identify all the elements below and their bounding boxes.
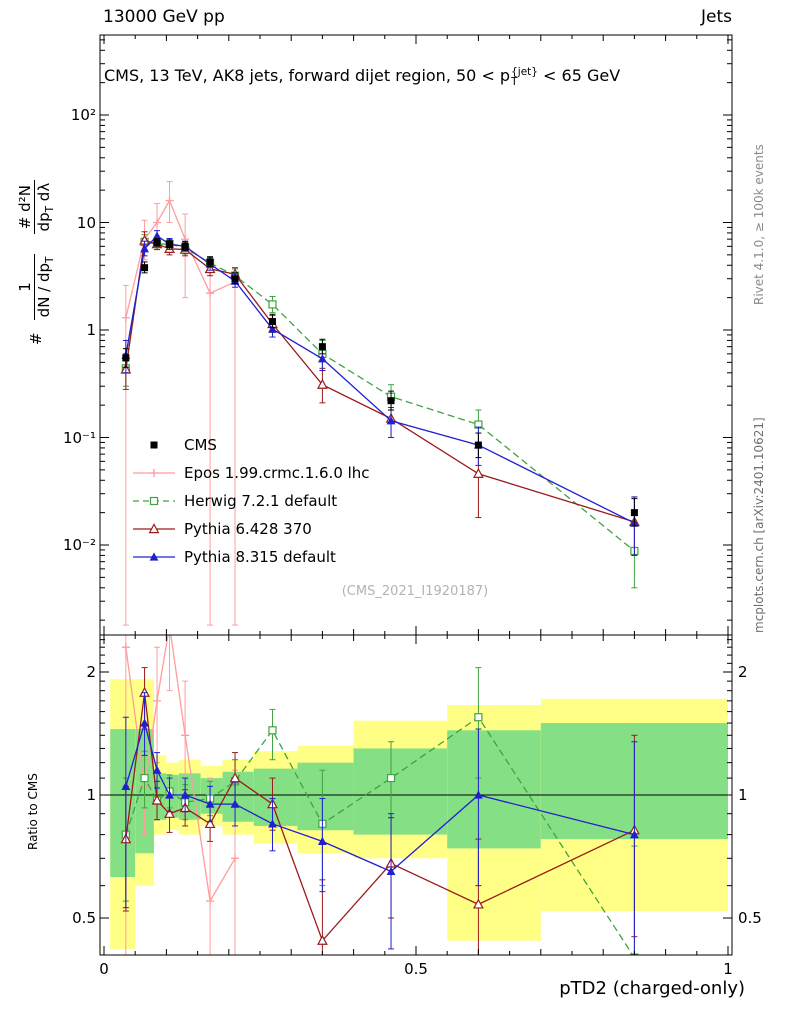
- ytick-main: 10: [76, 213, 96, 232]
- legend-item-cms: CMS: [133, 431, 370, 459]
- main-series: [120, 181, 640, 626]
- ytick-main: 1: [86, 321, 96, 339]
- legend-marker-icon: [133, 496, 175, 506]
- legend-item-pythia: Pythia 6.428 370: [133, 515, 370, 543]
- ratio-series: [100, 635, 732, 955]
- legend-label: Epos 1.99.crmc.1.6.0 lhc: [184, 464, 370, 482]
- analysis-id-watermark: (CMS_2021_I1920187): [341, 584, 489, 599]
- ylabel-frac1: 1 dN / dpT: [16, 253, 57, 321]
- plot-title-sup: {jet}: [511, 65, 538, 78]
- xaxis-title: pTD2 (charged-only): [559, 978, 745, 999]
- ytick-main: 10²: [70, 106, 96, 124]
- yaxis-label-main: # 1 dN / dpT # d²N dpT dλ: [16, 35, 57, 345]
- plot-title: CMS, 13 TeV, AK8 jets, forward dijet reg…: [104, 66, 620, 88]
- legend-marker-icon: [133, 523, 175, 534]
- rivet-version-note: Rivet 4.1.0, ≥ 100k events: [752, 144, 766, 305]
- xtick: 0: [99, 960, 109, 978]
- legend-label: CMS: [184, 436, 217, 454]
- legend-label: Pythia 8.315 default: [184, 548, 336, 566]
- plot-title-prefix: CMS, 13 TeV, AK8 jets, forward dijet reg…: [104, 66, 511, 85]
- xtick: 0.5: [404, 960, 428, 978]
- ytick-ratio-left: 0.5: [72, 909, 96, 927]
- mcplots-arxiv-note: mcplots.cern.ch [arXiv:2401.10621]: [752, 417, 766, 633]
- legend-item-herwig: Herwig 7.2.1 default: [133, 487, 370, 515]
- ytick-main: 10⁻²: [62, 536, 96, 554]
- legend-label: Pythia 6.428 370: [184, 520, 312, 538]
- analysis-group-label: Jets: [701, 7, 732, 27]
- legend: CMS Epos 1.99.crmc.1.6.0 lhc Herwig 7.2.1 …: [133, 431, 370, 571]
- plot-title-suffix: < 65 GeV: [537, 66, 621, 85]
- legend-item-pythia: Pythia 8.315 default: [133, 543, 370, 571]
- yaxis-label-ratio: Ratio to CMS: [26, 773, 40, 850]
- legend-label: Herwig 7.2.1 default: [184, 492, 338, 510]
- plot-title-psubsup: {jet} T: [511, 65, 538, 88]
- beam-energy-label: 13000 GeV pp: [103, 7, 225, 27]
- legend-marker-icon: [133, 552, 175, 561]
- ytick-ratio-left: 2: [86, 662, 96, 681]
- ytick-ratio-right: 2: [738, 662, 748, 681]
- ytick-main: 10⁻¹: [62, 428, 96, 447]
- legend-marker-icon: [150, 441, 158, 449]
- plot-title-sub: T: [511, 76, 518, 88]
- xtick: 1: [723, 960, 733, 978]
- ratio-uncertainty-bands: [110, 679, 728, 949]
- ytick-ratio-right: 0.5: [738, 909, 762, 927]
- ytick-ratio-right: 1: [738, 786, 748, 804]
- ytick-ratio-left: 1: [86, 786, 96, 804]
- legend-item-epos: Epos 1.99.crmc.1.6.0 lhc: [133, 459, 370, 487]
- legend-marker-icon: [133, 469, 175, 477]
- axes-frame: [99, 34, 733, 956]
